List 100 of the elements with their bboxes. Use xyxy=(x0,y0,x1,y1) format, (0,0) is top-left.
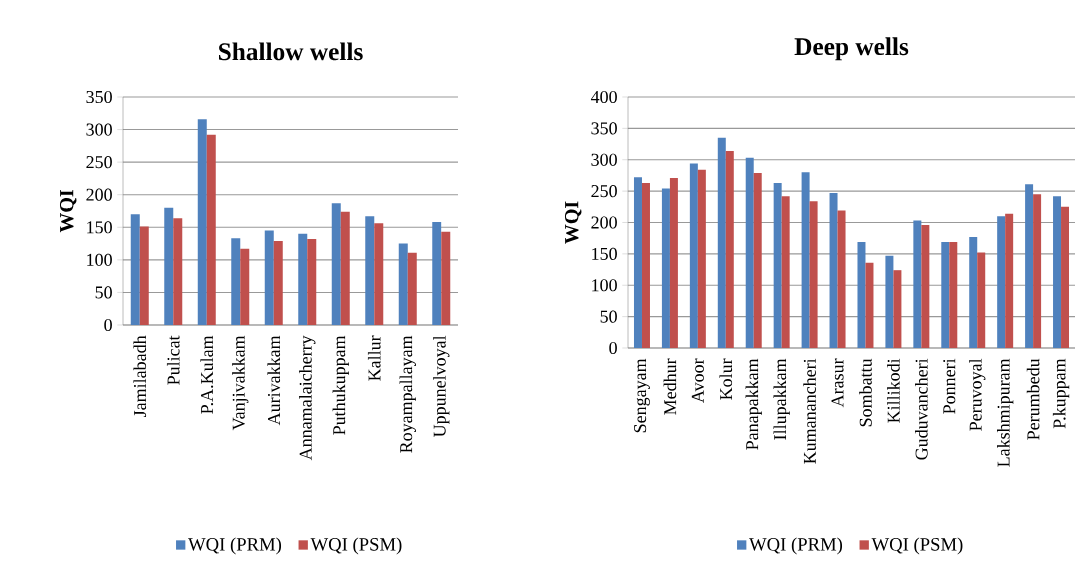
bar xyxy=(365,216,375,325)
legend-label: WQI (PRM) xyxy=(749,537,843,555)
x-tick-label: Kumanancheri xyxy=(803,358,816,464)
bar xyxy=(407,252,417,325)
legend-label: WQI (PRM) xyxy=(188,537,282,555)
x-tick-label: Sombattu xyxy=(859,358,872,427)
bar xyxy=(745,157,754,348)
y-tick-label: 100 xyxy=(87,253,112,266)
bar xyxy=(689,163,698,348)
x-tick-label: Medhur xyxy=(663,358,677,415)
y-tick-label: 200 xyxy=(86,188,112,201)
bar xyxy=(977,252,986,348)
x-tick-label: Perumbedu xyxy=(1026,358,1040,440)
legend-label: WQI (PSM) xyxy=(310,537,402,555)
bar xyxy=(669,177,678,348)
bar xyxy=(240,248,250,325)
bar xyxy=(273,240,283,325)
bar xyxy=(130,214,140,325)
bar xyxy=(949,241,958,348)
x-tick-label: Puthukuppam xyxy=(332,335,349,435)
bar xyxy=(340,211,350,325)
bar xyxy=(865,262,874,348)
y-tick-label: 300 xyxy=(86,123,112,136)
bar xyxy=(164,207,174,325)
y-tick-label: 100 xyxy=(592,279,617,292)
x-tick-label: Lakshmipuram xyxy=(997,358,1014,467)
bar xyxy=(885,255,894,348)
y-tick-label: 250 xyxy=(591,185,617,198)
chart-title: Shallow wells xyxy=(219,42,363,61)
x-tick-label: Guduvancheri xyxy=(915,358,928,460)
y-axis-title: WQI xyxy=(564,201,582,244)
bar xyxy=(997,216,1006,348)
bar xyxy=(969,236,978,348)
bar xyxy=(641,182,650,348)
bar xyxy=(921,225,930,348)
y-tick-label: 150 xyxy=(87,221,112,234)
bar xyxy=(809,201,818,348)
bar xyxy=(432,222,442,325)
x-tick-label: Illupakkam xyxy=(773,358,790,440)
bar xyxy=(829,193,838,348)
x-tick-label: Killikodi xyxy=(887,358,900,423)
x-tick-label: Jamilabadh xyxy=(133,335,147,417)
x-tick-label: Ponneri xyxy=(943,358,956,414)
x-tick-label: Panapakkam xyxy=(745,358,762,450)
y-tick-label: 0 xyxy=(609,341,617,355)
x-tick-label: Kolur xyxy=(719,358,733,400)
x-tick-label: Arasur xyxy=(831,358,844,408)
bar xyxy=(197,119,207,325)
y-tick-label: 150 xyxy=(592,247,617,260)
y-tick-label: 50 xyxy=(600,310,617,323)
bar xyxy=(1053,196,1062,348)
bar xyxy=(331,203,341,325)
y-tick-label: 0 xyxy=(104,318,112,332)
bar xyxy=(697,169,706,348)
x-tick-label: P.A.Kulam xyxy=(200,335,214,414)
bar xyxy=(441,231,451,325)
chart-title: Deep wells xyxy=(794,37,909,61)
bar xyxy=(307,239,317,325)
x-tick-label: Vanjivakkam xyxy=(232,335,249,431)
bar xyxy=(661,188,670,348)
bar xyxy=(725,150,734,348)
bar xyxy=(1033,194,1042,348)
bar xyxy=(633,177,642,348)
bar xyxy=(298,233,308,325)
bar xyxy=(374,223,384,325)
x-tick-label: Avoor xyxy=(691,358,704,403)
y-tick-label: 350 xyxy=(591,122,617,135)
bar xyxy=(231,238,241,325)
x-tick-label: Annamalaicherry xyxy=(299,335,316,461)
bar xyxy=(139,226,149,325)
x-tick-label: Sengayam xyxy=(634,358,650,433)
x-tick-label: Royampallayam xyxy=(399,335,416,453)
y-tick-label: 400 xyxy=(590,90,617,104)
bar xyxy=(1005,213,1014,348)
bar xyxy=(801,172,810,348)
y-axis-title: WQI xyxy=(59,189,77,233)
y-tick-label: 50 xyxy=(95,286,112,299)
bar xyxy=(1061,206,1070,348)
bar xyxy=(893,270,902,348)
x-tick-label: Aurivakkam xyxy=(267,335,281,426)
bar xyxy=(173,218,183,325)
x-tick-label: Kallur xyxy=(367,335,381,381)
bar xyxy=(773,182,782,348)
x-tick-label: P.kuppam xyxy=(1052,358,1070,429)
bar xyxy=(1025,184,1034,348)
bar xyxy=(398,243,408,325)
legend-label: WQI (PSM) xyxy=(871,537,963,555)
bar xyxy=(781,196,790,348)
bar xyxy=(913,220,922,348)
bar xyxy=(857,241,866,348)
bar xyxy=(264,230,274,325)
x-tick-label: Pulicat xyxy=(166,335,180,385)
y-tick-label: 300 xyxy=(591,153,617,166)
bar xyxy=(753,172,762,348)
y-tick-label: 350 xyxy=(86,90,112,104)
x-tick-label: Peruvoyal xyxy=(969,358,986,431)
bar xyxy=(941,241,950,348)
bar xyxy=(717,137,726,348)
y-tick-label: 250 xyxy=(86,156,112,169)
x-tick-label: Uppunelvoyal xyxy=(433,335,450,437)
